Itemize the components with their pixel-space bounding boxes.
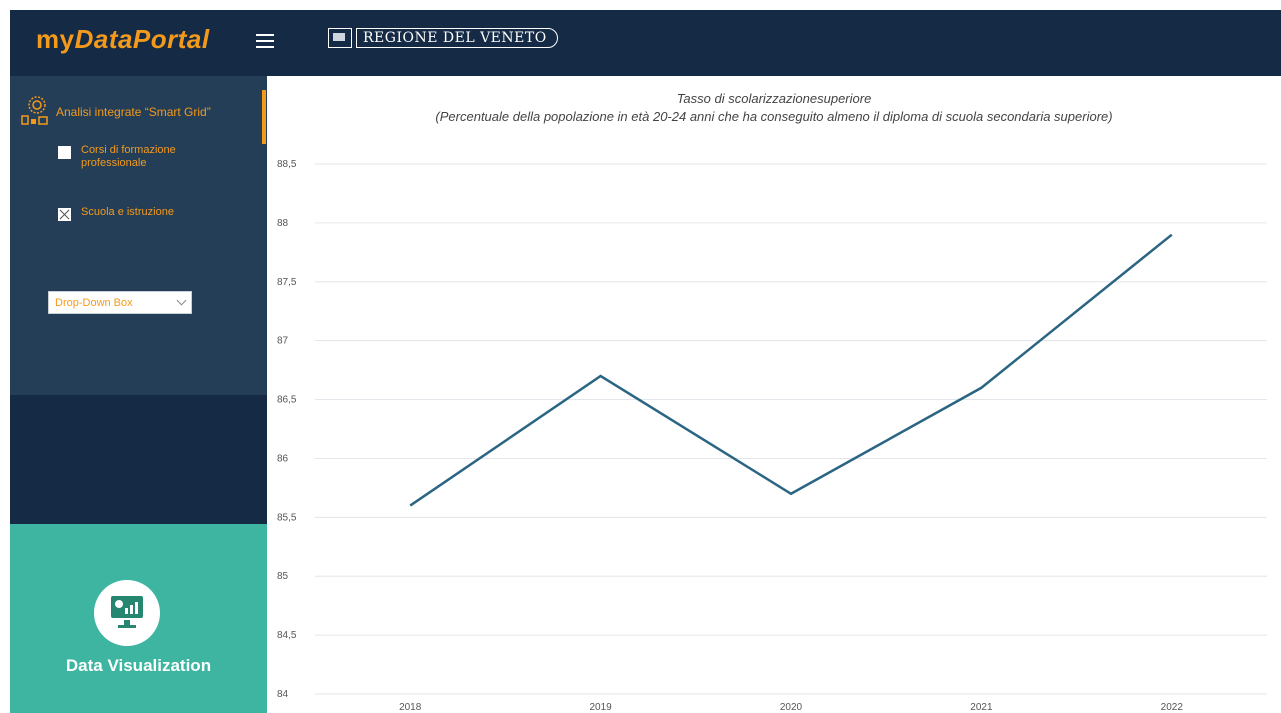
checkbox-label: Scuola e istruzione xyxy=(81,206,174,218)
logo-my: my xyxy=(36,24,75,54)
logo-text: DataPortal xyxy=(74,24,210,54)
x-tick-label: 2019 xyxy=(589,702,612,713)
data-visualization-label: Data Visualization xyxy=(65,656,212,675)
y-tick-label: 85,5 xyxy=(277,512,297,523)
regione-name: REGIONE DEL VENETO xyxy=(356,28,558,48)
data-point[interactable] xyxy=(789,492,793,496)
checkbox-scuola-istruzione[interactable]: Scuola e istruzione xyxy=(58,206,211,221)
series-line[interactable] xyxy=(409,233,1173,507)
x-tick-label: 2020 xyxy=(780,702,803,713)
y-tick-label: 84,5 xyxy=(277,630,297,641)
menu-icon[interactable] xyxy=(256,34,274,48)
chart-title-line2: (Percentuale della popolazione in età 20… xyxy=(435,109,1113,124)
y-tick-label: 85 xyxy=(277,571,289,582)
top-bar: myDataPortal REGIONE DEL VENETO xyxy=(10,10,1281,76)
y-tick-label: 87,5 xyxy=(277,277,297,288)
data-point[interactable] xyxy=(1170,233,1174,237)
smart-grid-label: Analisi integrate “Smart Grid” xyxy=(56,105,211,119)
y-tick-label: 88 xyxy=(277,218,289,229)
chart-panel: 84 84,5 85 85,5 86 86,5 87 87,5 88 88,5 2018 2019 20… xyxy=(267,76,1281,713)
y-tick-label: 84 xyxy=(277,689,289,700)
x-tick-label: 2021 xyxy=(970,702,993,713)
smart-grid-item[interactable]: Analisi integrate “Smart Grid” xyxy=(20,96,211,128)
y-tick-label: 86 xyxy=(277,453,289,464)
sidebar: Analisi integrate “Smart Grid” Corsi di … xyxy=(10,76,267,713)
app-logo[interactable]: myDataPortal xyxy=(36,24,210,55)
checkbox-box[interactable] xyxy=(58,146,71,159)
regione-crest-icon xyxy=(328,28,352,48)
checkbox-label: Corsi di formazione professionale xyxy=(81,144,176,169)
data-visualization-tile[interactable]: Data Visualization xyxy=(10,524,267,713)
y-tick-label: 88,5 xyxy=(277,159,297,170)
regione-logo[interactable]: REGIONE DEL VENETO xyxy=(328,27,558,49)
app-frame: myDataPortal REGIONE DEL VENETO Analisi … xyxy=(10,10,1281,713)
x-tick-label: 2018 xyxy=(399,702,422,713)
line-chart: 84 84,5 85 85,5 86 86,5 87 87,5 88 88,5 2018 2019 20… xyxy=(277,159,1267,713)
sidebar-filter-panel: Analisi integrate “Smart Grid” Corsi di … xyxy=(10,76,267,395)
data-point[interactable] xyxy=(599,374,603,378)
chevron-down-icon xyxy=(176,295,187,306)
data-point[interactable] xyxy=(979,386,983,390)
chart-title-line1: Tasso di scolarizzazionesuperiore xyxy=(676,91,872,106)
data-point[interactable] xyxy=(408,504,412,508)
checkbox-corsi-formazione[interactable]: Corsi di formazione professionale xyxy=(58,144,211,170)
active-indicator xyxy=(262,90,266,144)
checkbox-box-checked[interactable] xyxy=(58,208,71,221)
y-tick-label: 86,5 xyxy=(277,395,297,406)
chart-title: Tasso di scolarizzazionesuperiore (Perce… xyxy=(267,90,1281,126)
x-tick-label: 2022 xyxy=(1161,702,1184,713)
smart-grid-icon xyxy=(21,96,48,125)
drop-down-box[interactable]: Drop-Down Box xyxy=(48,291,192,314)
y-tick-label: 87 xyxy=(277,336,289,347)
dropdown-label: Drop-Down Box xyxy=(55,296,133,309)
data-visualization-icon xyxy=(94,580,160,646)
